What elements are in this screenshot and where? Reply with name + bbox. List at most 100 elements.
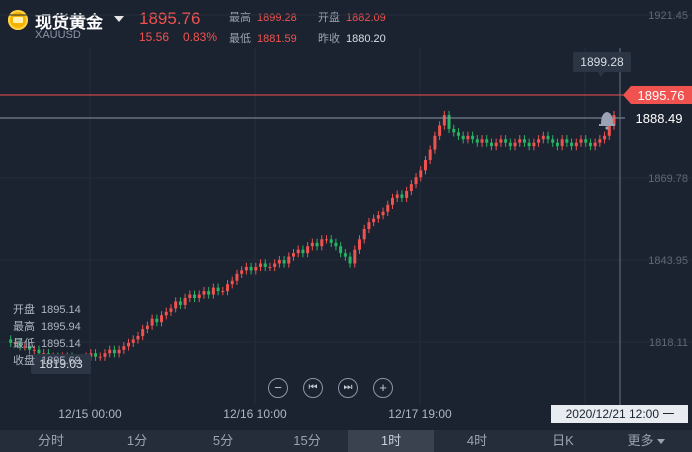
candle-body (348, 256, 352, 264)
alert-price-tag-text: 1888.49 (636, 111, 683, 126)
candle-body (527, 142, 531, 147)
candle-body (226, 284, 230, 292)
tab-5min[interactable]: 5分 (212, 433, 234, 448)
zoom-in-button[interactable]: + (373, 378, 393, 398)
candle-body (353, 249, 357, 264)
candle-body (188, 294, 192, 299)
candle-body (131, 339, 135, 343)
candle-body (565, 139, 569, 143)
candle-body (273, 263, 277, 267)
candle-body (169, 308, 173, 312)
candle-body (94, 353, 98, 357)
candle-body (409, 184, 413, 192)
candle-body (376, 215, 380, 219)
prev-close-value: 1880.20 (346, 33, 386, 45)
candle-body (419, 170, 423, 178)
candle-body (277, 260, 281, 264)
cursor-time-text: 2020/12/21 12:00 一 (566, 407, 675, 421)
ohlc-close-row: 收盘 1895.69 (13, 353, 81, 370)
current-price-tag: 1895.76 (623, 86, 692, 104)
candle-body (268, 266, 272, 268)
candle-body (537, 139, 541, 143)
candle-body (574, 142, 578, 147)
alert-price-tag[interactable]: 1888.49 (626, 109, 692, 127)
chart-grid (0, 14, 692, 405)
candle-body (541, 135, 545, 140)
instrument-title[interactable]: 现货黄金 (35, 13, 103, 32)
candle-body (263, 263, 267, 267)
candle-body (178, 301, 182, 305)
candle-body (244, 266, 248, 271)
min-price-text: 1819.03 (39, 357, 83, 371)
candle-body (390, 197, 394, 205)
tab-15min[interactable]: 15分 (293, 433, 321, 448)
candle-body (329, 239, 333, 243)
candle-body (259, 263, 263, 267)
candle-body (405, 191, 409, 198)
candle-body (339, 246, 343, 254)
zoom-out-button[interactable]: − (268, 378, 288, 398)
tab-4hour[interactable]: 4时 (466, 433, 488, 448)
candle-body (513, 142, 517, 147)
time-tick-label: 12/16 10:00 (223, 407, 287, 421)
tab-1hour[interactable]: 1时 (348, 430, 434, 452)
candle-body (423, 159, 427, 171)
candle-body (249, 266, 253, 271)
candle-body (518, 139, 522, 143)
ohlc-close-value: 1895.69 (41, 355, 81, 367)
candle-body (216, 287, 220, 292)
candle-body (560, 139, 564, 147)
candle-body (296, 249, 300, 254)
candle-body (282, 260, 286, 264)
candle-body (461, 135, 465, 140)
ohlc-close-label: 收盘 (13, 355, 35, 367)
tab-intraday[interactable]: 分时 (37, 433, 64, 448)
candle-body (13, 342, 17, 344)
candle-body (112, 349, 116, 354)
candle-body (381, 211, 385, 216)
previous-button[interactable]: ⏮ (303, 378, 323, 398)
ohlc-high-row: 最高 1895.94 (13, 319, 81, 336)
min-price-callout: 1819.03 (31, 354, 91, 374)
next-button[interactable]: ⏭ (338, 378, 358, 398)
low-value: 1881.59 (257, 33, 297, 45)
candle-body (367, 222, 371, 229)
bell-icon[interactable] (599, 112, 615, 130)
price-tick-label: 1818.11 (649, 337, 688, 349)
prev-close-label: 昨收 (318, 33, 340, 45)
last-price: 1895.76 (139, 9, 201, 28)
candle-body (235, 273, 239, 281)
tab-daily[interactable]: 日K (552, 433, 574, 448)
tab-more[interactable]: 更多 (606, 430, 686, 452)
candle-body (127, 342, 131, 347)
ohlc-open-row: 开盘 1895.14 (13, 302, 81, 319)
candle-body (183, 298, 187, 305)
candle-body (555, 142, 559, 147)
price-change: 15.56 (139, 30, 170, 44)
candle-body (145, 325, 149, 330)
candle-body (471, 135, 475, 140)
chevron-down-icon[interactable] (114, 16, 124, 22)
candle-body (546, 135, 550, 140)
ohlc-low-label: 最低 (13, 338, 35, 350)
candle-body (499, 139, 503, 143)
tab-1min[interactable]: 1分 (126, 433, 148, 448)
candle-body (428, 149, 432, 160)
candle-body (42, 353, 46, 355)
candle-body (456, 132, 460, 136)
candle-body (489, 142, 493, 147)
candle-body (324, 239, 328, 241)
candle-body (504, 139, 508, 143)
candle-body (155, 318, 159, 323)
candle-body (310, 242, 314, 247)
current-price-tag-text: 1895.76 (638, 88, 685, 103)
candle-body (287, 256, 291, 264)
candle-body (612, 115, 616, 126)
candle-body (193, 294, 197, 299)
candle-body (588, 142, 592, 147)
candle-body (494, 142, 498, 147)
ohlc-low-value: 1895.14 (41, 338, 81, 350)
low-stat: 最低 1881.59 (229, 30, 297, 46)
time-tick-label: 12/17 19:00 (388, 407, 452, 421)
